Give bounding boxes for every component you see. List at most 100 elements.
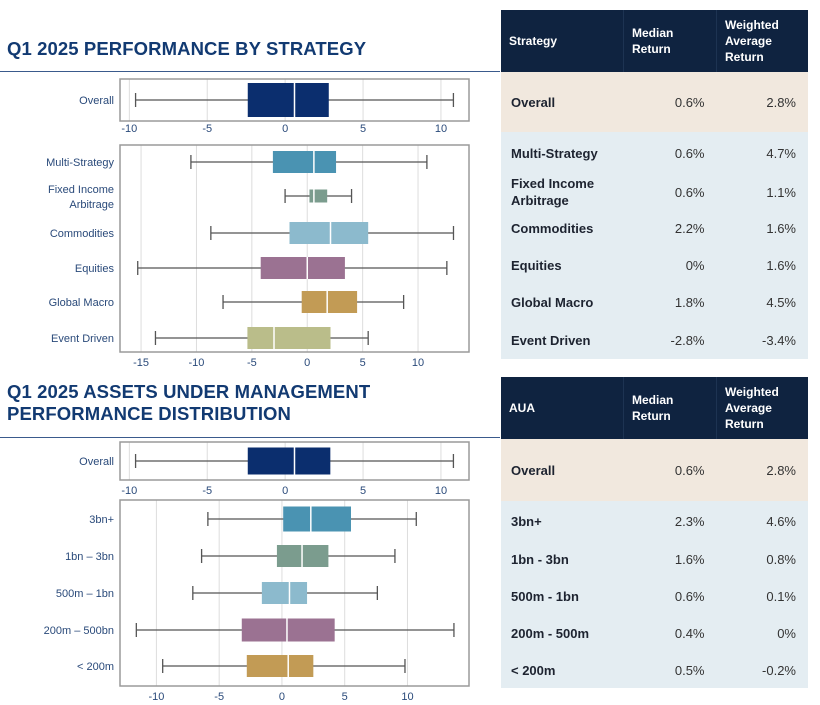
weighted-value: 1.6%	[716, 247, 808, 284]
x-tick-label: -5	[202, 123, 212, 135]
weighted-value: 4.5%	[716, 284, 808, 321]
median-value: 0.6%	[623, 174, 717, 210]
row-label: 200m - 500m	[501, 615, 624, 652]
table-row: < 200m 0.5% -0.2%	[501, 652, 808, 688]
table-row: Commodities 2.2% 1.6%	[501, 210, 808, 247]
row-label: Multi-Strategy	[501, 132, 624, 174]
row-label: Commodities	[501, 210, 624, 247]
aua-table: AUA Median Return Weighted Average Retur…	[501, 377, 808, 688]
section-title-aua-line1: Q1 2025 ASSETS UNDER MANAGEMENT	[7, 381, 371, 402]
x-tick-label: -15	[133, 357, 149, 369]
x-tick-label: -10	[121, 485, 137, 497]
table-row-overall: Overall 0.6% 2.8%	[501, 439, 808, 501]
header-weighted-average-return: Weighted Average Return	[716, 10, 808, 72]
table-row: 200m - 500m 0.4% 0%	[501, 615, 808, 652]
category-label: Fixed Income Arbitrage	[48, 184, 114, 211]
median-value: 0.6%	[623, 72, 717, 132]
box-iqr	[301, 291, 358, 313]
median-value: 0.6%	[623, 439, 717, 501]
weighted-value: 2.8%	[716, 72, 808, 132]
category-label: 3bn+	[89, 514, 114, 526]
table-row: 3bn+ 2.3% 4.6%	[501, 501, 808, 541]
x-tick-label: -10	[148, 691, 164, 703]
section-divider	[0, 437, 500, 438]
weighted-value: 0.8%	[716, 541, 808, 577]
box-iqr	[272, 151, 337, 173]
x-tick-label: 5	[360, 485, 366, 497]
box-iqr	[246, 655, 314, 677]
plot-frame	[119, 441, 470, 481]
table-header-row: AUA Median Return Weighted Average Retur…	[501, 377, 808, 439]
table-row-overall: Overall 0.6% 2.8%	[501, 72, 808, 132]
x-tick-label: -5	[202, 485, 212, 497]
category-label: Global Macro	[49, 297, 114, 309]
plot-frame	[119, 144, 470, 353]
box-iqr	[261, 582, 308, 604]
section-divider	[0, 71, 500, 72]
median-value: 2.2%	[623, 210, 717, 247]
box-iqr	[309, 189, 328, 203]
row-label: Equities	[501, 247, 624, 284]
x-tick-label: 10	[412, 357, 424, 369]
table-row: 1bn - 3bn 1.6% 0.8%	[501, 541, 808, 577]
row-label: Overall	[501, 72, 624, 132]
box-iqr	[247, 83, 329, 117]
category-label: 1bn – 3bn	[65, 551, 114, 563]
row-label: Fixed Income Arbitrage	[501, 174, 624, 210]
weighted-value: 0%	[716, 615, 808, 652]
median-value: 2.3%	[623, 501, 717, 541]
header-median-return: Median Return	[623, 377, 717, 439]
weighted-value: 0.1%	[716, 577, 808, 615]
x-tick-label: 10	[435, 123, 447, 135]
median-value: 0.6%	[623, 132, 717, 174]
x-tick-label: 10	[401, 691, 413, 703]
row-label: 500m - 1bn	[501, 577, 624, 615]
x-tick-label: 0	[282, 485, 288, 497]
box-iqr	[283, 506, 351, 532]
weighted-value: 1.1%	[716, 174, 808, 210]
plot-frame	[119, 78, 470, 122]
header-median-return: Median Return	[623, 10, 717, 72]
weighted-value: 2.8%	[716, 439, 808, 501]
x-tick-label: 10	[435, 485, 447, 497]
plot-frame	[119, 499, 470, 687]
box-iqr	[260, 257, 345, 279]
strategy-table: Strategy Median Return Weighted Average …	[501, 10, 808, 359]
x-tick-label: -10	[121, 123, 137, 135]
category-label: Overall	[79, 456, 114, 468]
table-row: Multi-Strategy 0.6% 4.7%	[501, 132, 808, 174]
table-row: Equities 0% 1.6%	[501, 247, 808, 284]
category-label: Commodities	[50, 228, 115, 240]
category-label: Event Driven	[51, 333, 114, 345]
table-row: Event Driven -2.8% -3.4%	[501, 321, 808, 359]
category-label: Equities	[75, 263, 115, 275]
x-tick-label: 0	[304, 357, 310, 369]
section-title-aua-line2: PERFORMANCE DISTRIBUTION	[7, 403, 292, 424]
category-label: 500m – 1bn	[56, 588, 114, 600]
boxplot-charts: -10 -5 0 5 10 Overall -15 -10 -5 0 5 10 Multi-Strate…	[44, 78, 470, 703]
weighted-value: 1.6%	[716, 210, 808, 247]
category-label: < 200m	[77, 661, 114, 673]
row-label: 1bn - 3bn	[501, 541, 624, 577]
x-tick-label: -5	[214, 691, 224, 703]
x-tick-label: 0	[282, 123, 288, 135]
row-label: 3bn+	[501, 501, 624, 541]
row-label: Global Macro	[501, 284, 624, 321]
header-aua: AUA	[501, 377, 624, 439]
category-label: Multi-Strategy	[46, 157, 114, 169]
median-value: 0.4%	[623, 615, 717, 652]
category-label: 200m – 500bn	[44, 625, 114, 637]
x-tick-label: -10	[188, 357, 204, 369]
table-row: Global Macro 1.8% 4.5%	[501, 284, 808, 321]
x-tick-label: 0	[279, 691, 285, 703]
section-title-strategy: Q1 2025 PERFORMANCE BY STRATEGY	[7, 38, 367, 59]
box-iqr	[289, 222, 369, 244]
header-strategy: Strategy	[501, 10, 624, 72]
row-label: < 200m	[501, 652, 624, 688]
row-label: Overall	[501, 439, 624, 501]
category-label: Overall	[79, 95, 114, 107]
weighted-value: 4.7%	[716, 132, 808, 174]
weighted-value: 4.6%	[716, 501, 808, 541]
table-header-row: Strategy Median Return Weighted Average …	[501, 10, 808, 72]
